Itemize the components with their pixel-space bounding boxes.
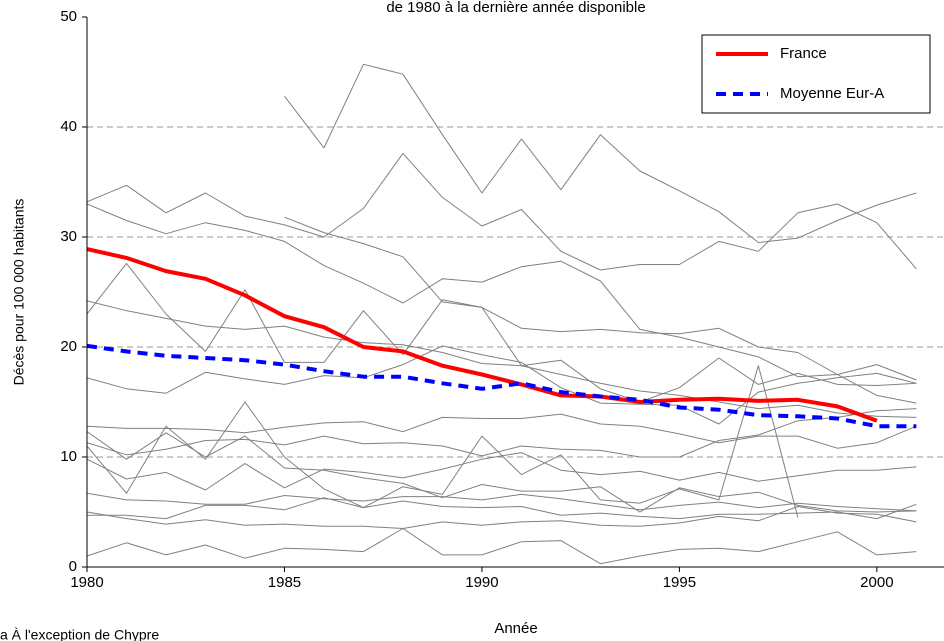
y-tick-label: 30 bbox=[60, 228, 77, 245]
grid bbox=[87, 126, 944, 458]
y-axis-label: Décès pour 100 000 habitants bbox=[11, 199, 27, 386]
country-line bbox=[87, 300, 917, 418]
axes: 0 10 20 30 40 50 1980 1985 1990 1995 2000 bbox=[60, 8, 944, 591]
x-tick-label: 1980 bbox=[70, 574, 103, 591]
country-line bbox=[87, 203, 917, 381]
country-line bbox=[87, 262, 917, 403]
country-line bbox=[284, 63, 917, 243]
country-line bbox=[87, 506, 917, 529]
country-line bbox=[87, 345, 917, 425]
y-tick-label: 50 bbox=[60, 8, 77, 25]
legend-label: Moyenne Eur-A bbox=[780, 85, 884, 102]
x-tick-label: 1990 bbox=[465, 574, 498, 591]
x-tick-label: 1995 bbox=[663, 574, 696, 591]
country-line bbox=[87, 152, 917, 271]
country-line bbox=[87, 431, 917, 513]
plot-lines bbox=[87, 63, 917, 565]
x-tick-label: 1985 bbox=[268, 574, 301, 591]
legend: France Moyenne Eur-A bbox=[701, 34, 931, 114]
country-line bbox=[87, 408, 917, 458]
country-line bbox=[87, 492, 917, 512]
x-tick-label: 2000 bbox=[860, 574, 893, 591]
country-line bbox=[87, 528, 917, 565]
legend-label: France bbox=[780, 45, 827, 62]
series-line bbox=[87, 247, 878, 423]
y-tick-label: 0 bbox=[69, 558, 77, 575]
country-line bbox=[87, 365, 799, 518]
country-line bbox=[284, 216, 917, 404]
country-line bbox=[87, 452, 917, 491]
footnote: a À l'exception de Chypre bbox=[0, 627, 159, 641]
chart-title: de 1980 à la dernière année disponible bbox=[386, 0, 645, 16]
series-line bbox=[87, 343, 917, 429]
y-tick-label: 40 bbox=[60, 118, 77, 135]
country-line bbox=[87, 413, 917, 449]
y-tick-label: 20 bbox=[60, 338, 77, 355]
x-axis-label: Année bbox=[494, 620, 537, 637]
y-tick-label: 10 bbox=[60, 448, 77, 465]
legend-box bbox=[701, 34, 931, 114]
